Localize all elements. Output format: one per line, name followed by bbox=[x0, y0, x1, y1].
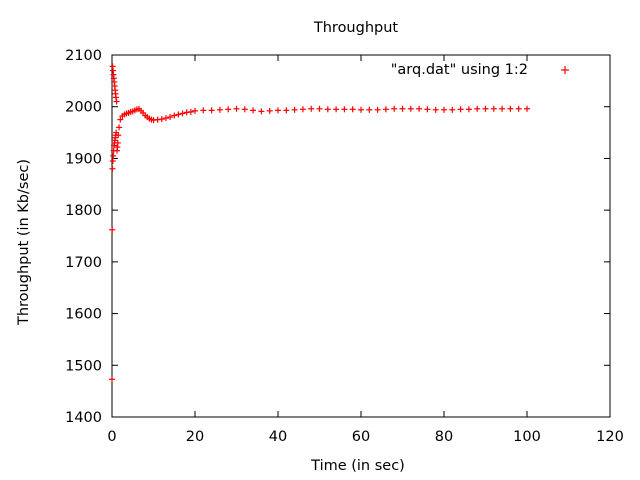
tick-labels: 0 20 40 60 80 100 120 1400 1500 1600 1700 1800 1900 2… bbox=[65, 48, 624, 445]
x-tick-label: 80 bbox=[435, 429, 453, 445]
y-tick-label: 1500 bbox=[65, 358, 102, 374]
data-point bbox=[482, 105, 489, 112]
legend-marker bbox=[561, 66, 569, 74]
data-point bbox=[374, 106, 381, 113]
data-point bbox=[109, 376, 115, 383]
data-point bbox=[291, 106, 298, 113]
data-point bbox=[115, 132, 122, 139]
y-tick-label: 1800 bbox=[65, 203, 102, 219]
data-point bbox=[233, 105, 240, 112]
data-point bbox=[358, 106, 364, 113]
data-point bbox=[109, 158, 116, 165]
y-tick-label: 2100 bbox=[65, 48, 102, 64]
data-point bbox=[258, 108, 265, 115]
data-point bbox=[113, 98, 120, 105]
data-point bbox=[171, 112, 178, 119]
x-tick-label: 100 bbox=[513, 429, 541, 445]
data-point bbox=[333, 106, 340, 113]
data-point bbox=[158, 116, 165, 123]
x-axis-label: Time (in sec) bbox=[310, 458, 405, 474]
data-point bbox=[457, 106, 464, 113]
data-point bbox=[407, 105, 414, 112]
axis-ticks bbox=[111, 54, 611, 418]
data-point bbox=[187, 108, 194, 115]
data-point bbox=[283, 107, 290, 114]
data-point bbox=[391, 105, 398, 112]
data-point bbox=[275, 107, 281, 114]
y-tick-label: 2000 bbox=[65, 100, 102, 116]
x-tick-label: 60 bbox=[352, 429, 370, 445]
data-point bbox=[341, 106, 348, 113]
data-point bbox=[349, 106, 356, 113]
data-point bbox=[250, 107, 257, 114]
data-point bbox=[465, 106, 472, 113]
data-point bbox=[225, 106, 232, 113]
data-point bbox=[441, 106, 447, 113]
x-tick-label: 120 bbox=[596, 429, 624, 445]
data-point bbox=[266, 107, 273, 114]
data-point bbox=[524, 105, 530, 112]
data-point bbox=[382, 106, 389, 113]
data-point bbox=[474, 105, 481, 112]
data-point bbox=[366, 106, 373, 113]
data-point bbox=[110, 152, 117, 159]
data-point bbox=[109, 226, 116, 233]
data-point bbox=[449, 106, 456, 113]
data-point bbox=[490, 105, 497, 112]
data-point bbox=[316, 105, 323, 112]
y-tick-label: 1900 bbox=[65, 151, 102, 167]
data-point bbox=[416, 105, 423, 112]
data-point bbox=[208, 107, 215, 114]
data-point bbox=[162, 115, 169, 122]
data-point bbox=[175, 111, 182, 118]
data-point bbox=[241, 106, 248, 113]
data-point bbox=[216, 106, 223, 113]
data-point bbox=[507, 105, 514, 112]
data-point bbox=[114, 139, 121, 146]
x-tick-label: 40 bbox=[269, 429, 287, 445]
data-point bbox=[399, 105, 406, 112]
data-point bbox=[424, 106, 431, 113]
data-point bbox=[515, 105, 522, 112]
data-point bbox=[117, 116, 124, 123]
data-point bbox=[432, 106, 439, 113]
x-tick-label: 0 bbox=[107, 429, 116, 445]
data-point bbox=[299, 106, 306, 113]
chart-title: Throughput bbox=[313, 20, 399, 36]
data-point bbox=[179, 110, 186, 117]
y-tick-label: 1600 bbox=[65, 307, 102, 323]
data-point bbox=[499, 105, 506, 112]
legend-label: "arq.dat" using 1:2 bbox=[391, 62, 528, 78]
data-points bbox=[109, 63, 530, 383]
data-point bbox=[109, 165, 116, 172]
data-point bbox=[324, 106, 331, 113]
data-point bbox=[308, 105, 315, 112]
data-point bbox=[200, 107, 207, 114]
data-point bbox=[112, 94, 119, 101]
x-tick-label: 20 bbox=[186, 429, 204, 445]
data-point bbox=[167, 114, 174, 121]
y-tick-label: 1700 bbox=[65, 255, 102, 271]
y-tick-label: 1400 bbox=[65, 410, 102, 426]
y-axis-label: Throughput (in Kb/sec) bbox=[16, 159, 32, 326]
data-point bbox=[116, 124, 123, 131]
data-point bbox=[192, 107, 198, 114]
